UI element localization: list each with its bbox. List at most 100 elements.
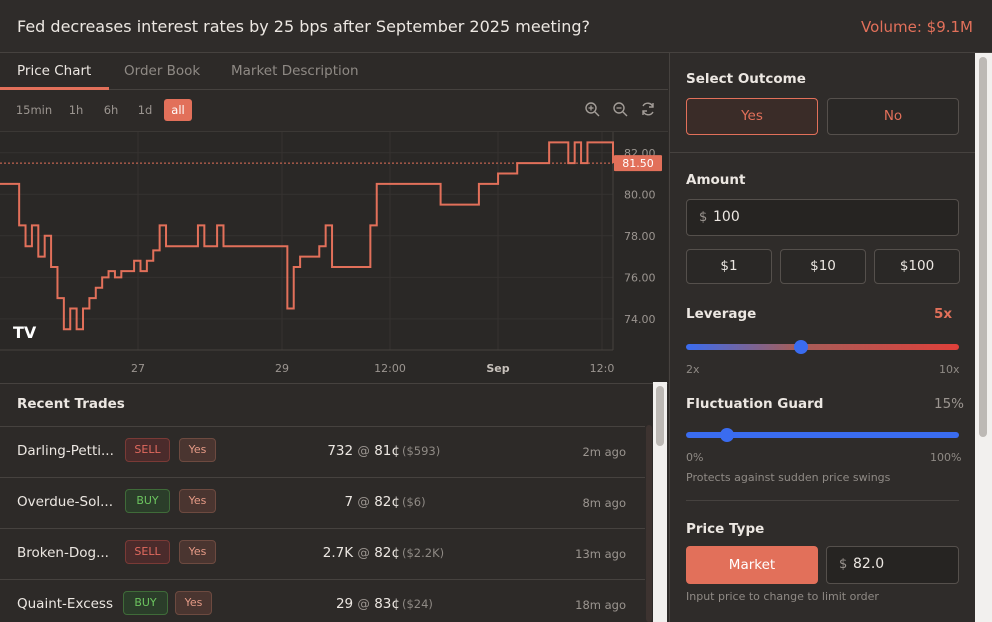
market-order-button[interactable]: Market (686, 546, 818, 584)
trade-row[interactable]: Quaint-Excess BUY Yes 29 @ 83¢ ($24) 18m… (0, 579, 645, 622)
trade-time: 18m ago (575, 598, 626, 612)
tab-market-description[interactable]: Market Description (231, 63, 359, 79)
trader-name: Quaint-Excess (17, 596, 114, 612)
trade-quantity: 7 @ 82¢ (344, 494, 400, 510)
market-title: Fed decreases interest rates by 25 bps a… (17, 17, 591, 36)
tab-bar: Price Chart Order Book Market Descriptio… (0, 53, 668, 90)
tradingview-logo: TV (13, 323, 37, 342)
trade-quantity: 732 @ 81¢ (327, 443, 400, 459)
price-value: 82.0 (853, 556, 885, 572)
market-volume: Volume: $9.1M (861, 18, 973, 36)
trades-scrollbar[interactable] (653, 382, 667, 622)
leverage-label: Leverage (686, 306, 757, 322)
y-tick-label: 76.00 (624, 271, 656, 284)
zoom-out-icon[interactable] (612, 101, 628, 117)
price-type-label: Price Type (686, 521, 765, 537)
current-price-tag (614, 155, 662, 172)
select-outcome-label: Select Outcome (686, 71, 806, 87)
trader-name: Darling-Petti... (17, 443, 114, 459)
divider (686, 500, 959, 501)
x-tick-label: 27 (131, 362, 145, 375)
trade-panel: Select Outcome Yes No Amount $ 100 $1 $1… (669, 53, 975, 622)
y-tick-label: 78.00 (624, 230, 656, 243)
trade-time: 13m ago (575, 547, 626, 561)
guard-slider[interactable] (686, 432, 959, 438)
market-header: Fed decreases interest rates by 25 bps a… (0, 0, 992, 53)
currency-symbol: $ (839, 557, 848, 572)
outcome-no-button[interactable]: No (827, 98, 959, 135)
x-tick-label: Sep (486, 362, 509, 375)
left-column: Price Chart Order Book Market Descriptio… (0, 53, 668, 622)
price-chart[interactable]: 82.00 80.00 78.00 76.00 74.00 27 29 12:00 Sep 12:… (0, 131, 668, 383)
trade-time: 8m ago (582, 496, 626, 510)
guard-min: 0% (686, 451, 704, 464)
trade-time: 2m ago (582, 445, 626, 459)
refresh-icon[interactable] (640, 101, 656, 117)
quick-amount-1-button[interactable]: $1 (686, 249, 772, 284)
recent-trades: Recent Trades Darling-Petti... SELL Yes … (0, 383, 668, 622)
panel-scrollbar[interactable] (975, 53, 992, 622)
x-tick-label: 12:00 (374, 362, 406, 375)
guard-value: 15% (934, 396, 965, 412)
time-range-bar: 15min 1h 6h 1d all (0, 91, 668, 131)
leverage-value: 5x (934, 306, 953, 322)
trades-scrollbar-thumb[interactable] (646, 425, 652, 622)
amount-input[interactable]: $ 100 (686, 199, 959, 236)
currency-symbol: $ (699, 210, 708, 225)
side-badge: SELL (125, 438, 170, 462)
trader-name: Broken-Dog... (17, 545, 109, 561)
amount-label: Amount (686, 172, 746, 188)
side-badge: BUY (125, 489, 170, 513)
trades-scroll-thumb[interactable] (656, 386, 664, 446)
trade-usd: ($24) (402, 597, 433, 611)
range-6h[interactable]: 6h (103, 103, 119, 117)
range-15min[interactable]: 15min (15, 103, 53, 117)
panel-scroll-thumb[interactable] (979, 57, 987, 437)
quick-amount-10-button[interactable]: $10 (780, 249, 866, 284)
range-1h[interactable]: 1h (68, 103, 84, 117)
trade-quantity: 2.7K @ 82¢ (322, 545, 400, 561)
outcome-badge: Yes (179, 438, 216, 462)
active-tab-indicator (0, 87, 109, 90)
guard-slider-thumb[interactable] (719, 428, 734, 442)
leverage-min: 2x (686, 363, 700, 376)
trade-usd: ($593) (402, 444, 441, 458)
trade-row[interactable]: Broken-Dog... SELL Yes 2.7K @ 82¢ ($2.2K… (0, 528, 645, 579)
divider (670, 152, 975, 153)
trade-usd: ($2.2K) (402, 546, 445, 560)
trade-row[interactable]: Overdue-Sol... BUY Yes 7 @ 82¢ ($6) 8m a… (0, 477, 645, 528)
side-badge: SELL (125, 540, 170, 564)
price-input[interactable]: $ 82.0 (826, 546, 959, 584)
zoom-in-icon[interactable] (584, 101, 600, 117)
leverage-max: 10x (939, 363, 960, 376)
leverage-slider[interactable] (686, 344, 959, 350)
outcome-yes-button[interactable]: Yes (686, 98, 818, 135)
x-tick-label: 12:0 (590, 362, 615, 375)
tab-price-chart[interactable]: Price Chart (17, 63, 92, 79)
guard-label: Fluctuation Guard (686, 396, 824, 412)
price-note: Input price to change to limit order (686, 590, 879, 603)
outcome-badge: Yes (179, 540, 216, 564)
range-1d[interactable]: 1d (137, 103, 153, 117)
guard-note: Protects against sudden price swings (686, 471, 891, 484)
tab-order-book[interactable]: Order Book (124, 63, 201, 79)
trader-name: Overdue-Sol... (17, 494, 113, 510)
y-tick-label: 74.00 (624, 313, 656, 326)
outcome-badge: Yes (179, 489, 216, 513)
trade-quantity: 29 @ 83¢ (335, 596, 400, 612)
range-all[interactable]: all (164, 99, 192, 121)
guard-max: 100% (930, 451, 962, 464)
amount-value: 100 (713, 209, 740, 225)
trade-usd: ($6) (402, 495, 426, 509)
trade-row[interactable]: Darling-Petti... SELL Yes 732 @ 81¢ ($59… (0, 426, 645, 477)
leverage-slider-thumb[interactable] (793, 340, 808, 354)
side-badge: BUY (123, 591, 168, 615)
x-tick-label: 29 (275, 362, 289, 375)
recent-trades-heading: Recent Trades (17, 396, 125, 412)
current-price-label: 81.50 (622, 157, 654, 170)
outcome-badge: Yes (175, 591, 212, 615)
y-tick-label: 80.00 (624, 188, 656, 201)
price-line (0, 141, 614, 331)
quick-amount-100-button[interactable]: $100 (874, 249, 960, 284)
